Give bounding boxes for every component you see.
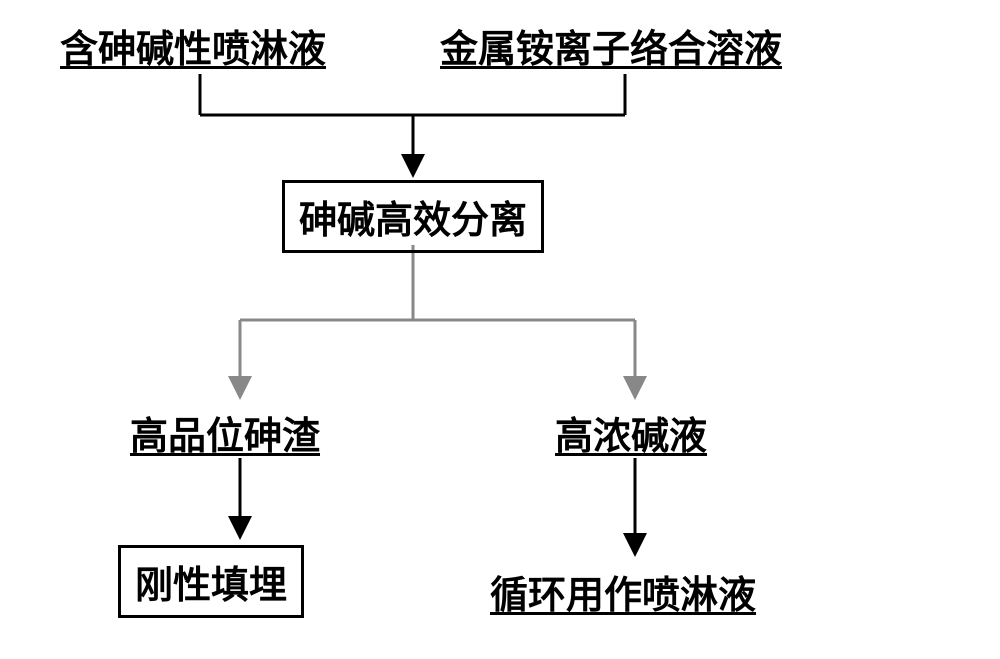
node-input-right: 金属铵离子络合溶液 <box>440 18 782 73</box>
node-recycle: 循环用作喷淋液 <box>490 564 756 619</box>
flowchart-diagram: 含砷碱性喷淋液 金属铵离子络合溶液 砷碱高效分离 高品位砷渣 高浓碱液 刚性填埋… <box>0 0 1000 659</box>
node-separation: 砷碱高效分离 <box>282 180 544 253</box>
node-alkali: 高浓碱液 <box>555 405 707 460</box>
node-input-left: 含砷碱性喷淋液 <box>60 18 326 73</box>
node-landfill: 刚性填埋 <box>118 545 304 618</box>
node-residue: 高品位砷渣 <box>130 405 320 460</box>
